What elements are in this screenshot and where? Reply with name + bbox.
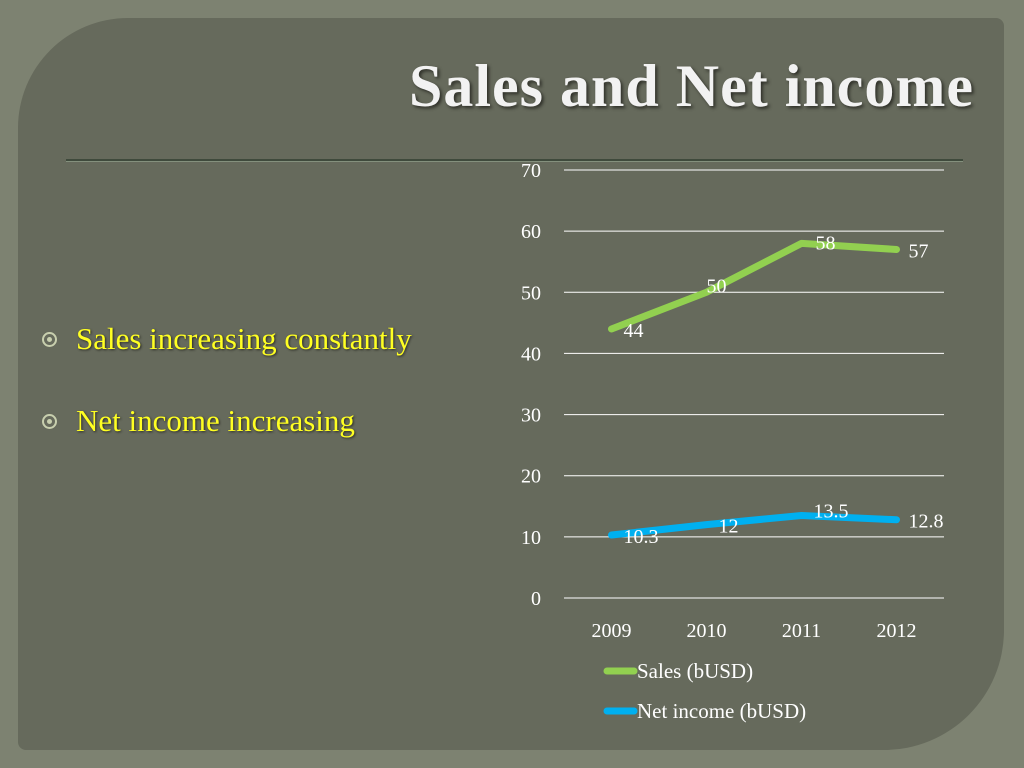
series-line-net-income xyxy=(608,511,900,539)
x-tick-label: 2011 xyxy=(782,620,821,642)
data-label: 10.3 xyxy=(624,526,659,548)
y-tick-label: 70 xyxy=(521,160,541,182)
bullet-text-net-income: Net income increasing xyxy=(76,403,355,438)
y-tick-label: 30 xyxy=(521,405,541,427)
title-divider xyxy=(66,159,963,162)
y-tick-label: 10 xyxy=(521,527,541,549)
data-label: 50 xyxy=(707,275,727,297)
series-line-sales xyxy=(608,239,900,333)
x-tick-label: 2010 xyxy=(687,620,727,642)
bullet-circle-icon xyxy=(42,332,57,347)
bullet-circle-icon xyxy=(42,414,57,429)
y-tick-label: 20 xyxy=(521,466,541,488)
data-label: 44 xyxy=(624,320,644,342)
y-tick-label: 50 xyxy=(521,282,541,304)
x-tick-label: 2012 xyxy=(877,620,917,642)
slide-title: Sales and Net income xyxy=(409,53,974,119)
data-label: 12 xyxy=(719,516,739,538)
data-label: 57 xyxy=(909,240,929,262)
y-tick-label: 60 xyxy=(521,221,541,243)
data-label: 13.5 xyxy=(814,500,849,522)
x-tick-label: 2009 xyxy=(592,620,632,642)
legend-label: Net income (bUSD) xyxy=(637,699,806,723)
slide-background xyxy=(18,18,1004,750)
data-label: 12.8 xyxy=(909,511,944,533)
y-tick-label: 40 xyxy=(521,343,541,365)
y-tick-label: 0 xyxy=(531,588,541,610)
bullet-text-sales: Sales increasing constantly xyxy=(76,321,412,356)
data-label: 58 xyxy=(816,232,836,254)
legend-label: Sales (bUSD) xyxy=(637,659,753,683)
